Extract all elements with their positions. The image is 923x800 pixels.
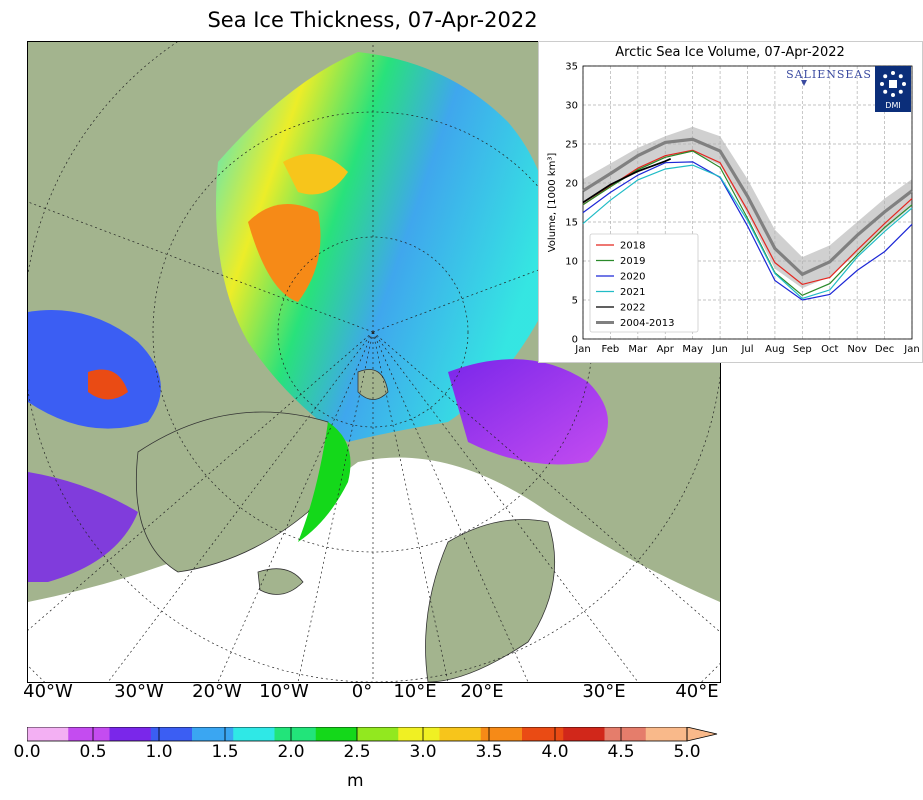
svalbard: [357, 369, 389, 400]
colorbar-segment: [233, 727, 275, 741]
salienseas-logo: SALIENSEAS: [786, 68, 872, 81]
x-tick-label: Dec: [875, 344, 894, 355]
colorbar-segment: [150, 727, 193, 741]
ice-pack: [216, 52, 553, 442]
polar-map-svg: [28, 42, 720, 682]
colorbar-segment: [68, 727, 110, 741]
x-tick-label: Sep: [793, 344, 812, 355]
colorbar: [27, 727, 718, 742]
y-tick-label: 0: [572, 335, 578, 346]
colorbar-tick-label: 3.5: [475, 742, 503, 762]
colorbar-segment: [604, 727, 647, 741]
colorbar-tick-label: 2.0: [277, 742, 305, 762]
x-tick-label: Jan: [903, 344, 919, 355]
y-tick-label: 35: [565, 62, 578, 73]
lon-label: 20°E: [460, 681, 504, 702]
colorbar-segment: [109, 727, 152, 741]
y-tick-label: 20: [565, 179, 578, 190]
series-line-2018: [582, 149, 913, 286]
lon-label: 30°E: [582, 681, 626, 702]
legend-label: 2020: [620, 272, 645, 283]
colorbar-tick-label: 4.5: [607, 742, 635, 762]
x-tick-label: Feb: [602, 344, 620, 355]
dmi-logo-text: DMI: [885, 101, 900, 110]
lon-label: 10°W: [259, 681, 309, 702]
legend-label: 2021: [620, 287, 645, 298]
colorbar-tick-label: 0.0: [13, 742, 41, 762]
colorbar-segment: [645, 727, 688, 741]
x-tick-label: Jun: [711, 344, 728, 355]
series-line-2021: [582, 164, 913, 300]
x-tick-label: May: [682, 344, 703, 355]
colorbar-segment: [522, 727, 564, 741]
thick-ice: [248, 204, 321, 302]
colorbar-tick-label: 3.0: [409, 742, 437, 762]
lon-label: 30°W: [114, 681, 164, 702]
volume-chart-svg: 0 5 10 15 20 25 30 35 Jan Feb Mar Apr May Jun Jul Aug Se…: [547, 62, 920, 356]
series-line-2019: [582, 150, 913, 296]
series-line-2022: [582, 157, 672, 204]
greenland-east-ice: [298, 422, 351, 542]
x-tick-label: Nov: [847, 344, 867, 355]
lon-label: 40°W: [23, 681, 73, 702]
x-tick-label: Aug: [765, 344, 785, 355]
colorbar-extend-arrow: [686, 727, 718, 742]
colorbar-tick-label: 1.5: [211, 742, 239, 762]
open-ocean: [28, 457, 720, 682]
x-tick-label: Jan: [574, 344, 590, 355]
colorbar-segment: [357, 727, 399, 741]
archipelago-ice: [28, 310, 161, 429]
colorbar-tick-label: 0.5: [79, 742, 107, 762]
y-tick-label: 15: [565, 218, 578, 229]
legend-label: 2018: [620, 241, 645, 252]
volume-chart-inset: Arctic Sea Ice Volume, 07-Apr-2022 0 5 10 1…: [538, 41, 923, 363]
lon-label: 10°E: [393, 681, 437, 702]
x-tick-label: Mar: [628, 344, 648, 355]
legend: 2018 2019 2020 2021 2022 2004-2013: [589, 233, 699, 333]
colorbar-segment: [274, 727, 317, 741]
colorbar-segment: [439, 727, 482, 741]
series-line-2020: [582, 161, 913, 301]
colorbar-tick-label: 4.0: [541, 742, 569, 762]
iceland: [257, 568, 304, 595]
colorbar-segment: [563, 727, 605, 741]
lon-label: 40°E: [675, 681, 719, 702]
y-tick-label: 5: [572, 296, 578, 307]
x-tick-label: Oct: [821, 344, 838, 355]
scandinavia: [425, 519, 556, 682]
thick-ice: [283, 154, 348, 195]
archipelago-ice: [88, 369, 128, 400]
colorbar-tick-label: 1.0: [145, 742, 173, 762]
colorbar-segment: [192, 727, 234, 741]
colorbar-segment: [398, 727, 440, 741]
kara-ice: [448, 359, 608, 465]
lon-label: 20°W: [192, 681, 242, 702]
colorbar-segment: [27, 727, 69, 741]
colorbar-unit: m: [347, 771, 364, 791]
x-tick-label: Apr: [657, 344, 675, 355]
x-tick-label: Jul: [740, 344, 753, 355]
y-tick-label: 25: [565, 140, 578, 151]
lon-label: 0°: [351, 681, 373, 702]
legend-label: 2022: [620, 303, 645, 314]
baffin-ice: [28, 472, 138, 582]
y-tick-label: 10: [565, 257, 578, 268]
colorbar-tick-label: 2.5: [343, 742, 371, 762]
colorbar-segment: [480, 727, 523, 741]
legend-label: 2019: [620, 256, 645, 267]
colorbar-segment: [315, 727, 358, 741]
series-line-2004-2013: [582, 137, 913, 277]
chart-title: Arctic Sea Ice Volume, 07-Apr-2022: [615, 45, 845, 60]
salienseas-logo-mark: [801, 80, 807, 86]
y-tick-label: 30: [565, 101, 578, 112]
colorbar-tick-label: 5.0: [673, 742, 701, 762]
map-title: Sea Ice Thickness, 07-Apr-2022: [207, 8, 538, 32]
y-axis-label: Volume, [1000 km³]: [547, 153, 558, 253]
graticule: [28, 42, 720, 682]
legend-label: 2004-2013: [620, 318, 675, 329]
